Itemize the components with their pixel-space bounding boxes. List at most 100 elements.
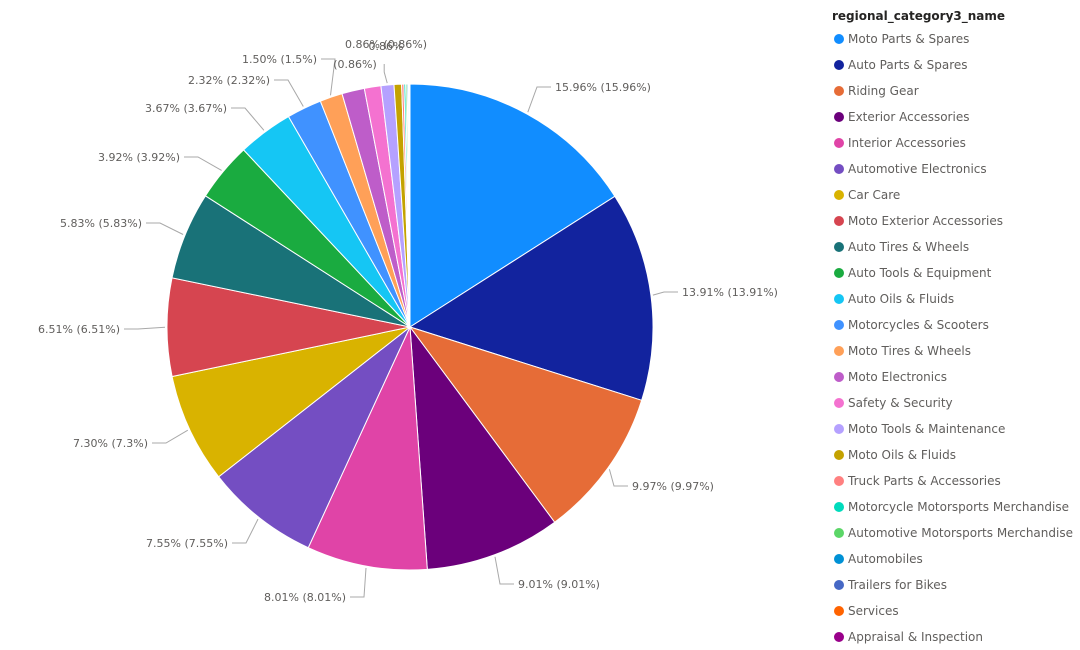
legend-color-dot-icon — [834, 476, 844, 486]
data-label: 1.50% (1.5%) — [242, 53, 317, 66]
legend-item[interactable]: Car Care — [832, 182, 1078, 208]
legend-item-label: Motorcycles & Scooters — [848, 318, 989, 332]
data-label: 9.97% (9.97%) — [632, 480, 714, 493]
legend-color-dot-icon — [834, 398, 844, 408]
leader-line — [609, 469, 628, 486]
legend-color-dot-icon — [834, 112, 844, 122]
legend-color-dot-icon — [834, 346, 844, 356]
legend-item-label: Safety & Security — [848, 396, 953, 410]
legend-item-label: Services — [848, 604, 899, 618]
legend-item-label: Riding Gear — [848, 84, 919, 98]
leader-line — [528, 87, 551, 112]
leader-line — [495, 557, 514, 584]
legend-color-dot-icon — [834, 580, 844, 590]
legend-item[interactable]: Auto Tools & Equipment — [832, 260, 1078, 286]
legend-item[interactable]: Trailers for Bikes — [832, 572, 1078, 598]
legend-color-dot-icon — [834, 528, 844, 538]
pie-slices — [167, 84, 653, 570]
legend-item-label: Trailers for Bikes — [848, 578, 947, 592]
legend-item-label: Automotive Electronics — [848, 162, 987, 176]
legend-item-label: Moto Parts & Spares — [848, 32, 969, 46]
legend-item-label: Moto Oils & Fluids — [848, 448, 956, 462]
data-label: 3.67% (3.67%) — [145, 102, 227, 115]
legend-color-dot-icon — [834, 294, 844, 304]
legend-item[interactable]: Automotive Motorsports Merchandise — [832, 520, 1078, 546]
legend-item-label: Auto Tools & Equipment — [848, 266, 991, 280]
leader-line — [384, 64, 387, 83]
legend-item[interactable]: Motorcycles & Scooters — [832, 312, 1078, 338]
legend-item[interactable]: Moto Tires & Wheels — [832, 338, 1078, 364]
legend-item-label: Moto Electronics — [848, 370, 947, 384]
legend-item[interactable]: Moto Tools & Maintenance — [832, 416, 1078, 442]
data-label: 13.91% (13.91%) — [682, 286, 778, 299]
legend-color-dot-icon — [834, 216, 844, 226]
legend-item-label: Automotive Motorsports Merchandise — [848, 526, 1073, 540]
legend-item[interactable]: Exterior Accessories — [832, 104, 1078, 130]
legend-item[interactable]: Moto Exterior Accessories — [832, 208, 1078, 234]
data-label: 9.01% (9.01%) — [518, 578, 600, 591]
legend-item[interactable]: Truck Parts & Accessories — [832, 468, 1078, 494]
legend-color-dot-icon — [834, 138, 844, 148]
legend-color-dot-icon — [834, 86, 844, 96]
legend-item[interactable]: Motorcycle Motorsports Merchandise — [832, 494, 1078, 520]
legend-color-dot-icon — [834, 164, 844, 174]
legend-color-dot-icon — [834, 606, 844, 616]
legend-item[interactable]: Moto Electronics — [832, 364, 1078, 390]
legend-item[interactable]: Riding Gear — [832, 78, 1078, 104]
leader-line — [231, 108, 264, 130]
data-label: 6.51% (6.51%) — [38, 323, 120, 336]
leader-line — [146, 223, 183, 235]
leader-line — [152, 430, 188, 443]
legend-item[interactable]: Moto Parts & Spares — [832, 26, 1078, 52]
legend: regional_category3_name Moto Parts & Spa… — [832, 6, 1078, 650]
legend-item-label: Automobiles — [848, 552, 923, 566]
legend-color-dot-icon — [834, 320, 844, 330]
legend-item-label: Exterior Accessories — [848, 110, 969, 124]
legend-item[interactable]: Auto Parts & Spares — [832, 52, 1078, 78]
data-label-extra: (0.86%) — [333, 58, 377, 71]
leader-line — [653, 292, 678, 295]
legend-item[interactable]: Auto Oils & Fluids — [832, 286, 1078, 312]
legend-item[interactable]: Interior Accessories — [832, 130, 1078, 156]
legend-item-label: Motorcycle Motorsports Merchandise — [848, 500, 1069, 514]
legend-color-dot-icon — [834, 34, 844, 44]
legend-item-label: Car Care — [848, 188, 900, 202]
data-label: 7.55% (7.55%) — [146, 537, 228, 550]
legend-item-label: Auto Oils & Fluids — [848, 292, 954, 306]
leader-line — [124, 327, 165, 329]
legend-color-dot-icon — [834, 268, 844, 278]
legend-item[interactable]: Auto Tires & Wheels — [832, 234, 1078, 260]
leader-line — [274, 80, 303, 107]
data-label: 5.83% (5.83%) — [60, 217, 142, 230]
legend-color-dot-icon — [834, 242, 844, 252]
legend-item[interactable]: Moto Oils & Fluids — [832, 442, 1078, 468]
legend-item-label: Appraisal & Inspection — [848, 630, 983, 644]
legend-color-dot-icon — [834, 190, 844, 200]
legend-color-dot-icon — [834, 424, 844, 434]
legend-item-label: Auto Parts & Spares — [848, 58, 968, 72]
leader-line — [350, 568, 366, 597]
data-label: 8.01% (8.01%) — [264, 591, 346, 604]
legend-item-label: Interior Accessories — [848, 136, 966, 150]
data-label: 3.92% (3.92%) — [98, 151, 180, 164]
legend-color-dot-icon — [834, 554, 844, 564]
pie-chart: 15.96% (15.96%) 13.91% (13.91%) 9.97% (9.9… — [0, 0, 800, 649]
legend-item-label: Auto Tires & Wheels — [848, 240, 969, 254]
legend-color-dot-icon — [834, 450, 844, 460]
legend-item[interactable]: Services — [832, 598, 1078, 624]
legend-item[interactable]: Safety & Security — [832, 390, 1078, 416]
legend-item-label: Truck Parts & Accessories — [848, 474, 1001, 488]
legend-item[interactable]: Automotive Electronics — [832, 156, 1078, 182]
data-label: 7.30% (7.3%) — [73, 437, 148, 450]
legend-color-dot-icon — [834, 372, 844, 382]
data-label-extra: 0.86% — [369, 40, 404, 53]
legend-item-label: Moto Tires & Wheels — [848, 344, 971, 358]
legend-title: regional_category3_name — [832, 6, 1078, 26]
leader-line — [184, 157, 222, 170]
legend-item-label: Moto Exterior Accessories — [848, 214, 1003, 228]
legend-color-dot-icon — [834, 632, 844, 642]
legend-items: Moto Parts & Spares Auto Parts & Spares Ri… — [832, 26, 1078, 650]
legend-item[interactable]: Automobiles — [832, 546, 1078, 572]
legend-item[interactable]: Appraisal & Inspection — [832, 624, 1078, 650]
data-label: 15.96% (15.96%) — [555, 81, 651, 94]
